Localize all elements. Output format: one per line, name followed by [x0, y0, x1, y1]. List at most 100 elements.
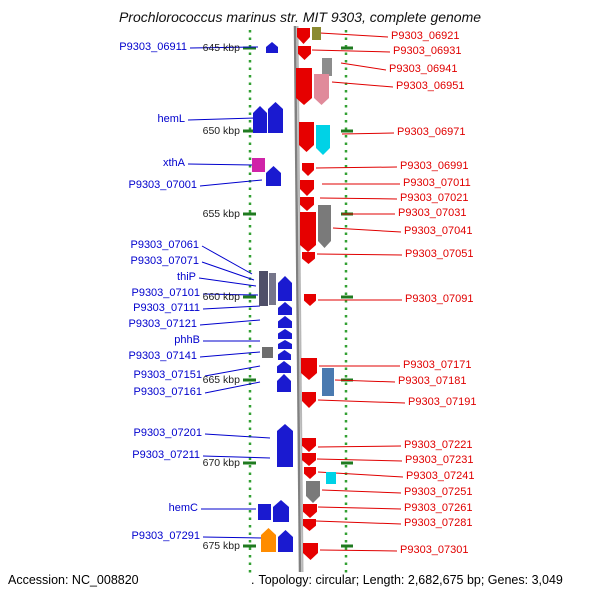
gene-label-p9303_07051[interactable]: P9303_07051 — [405, 248, 474, 260]
gene-label-p9303_07001[interactable]: P9303_07001 — [128, 179, 197, 191]
gene-label-phhb[interactable]: phhB — [174, 334, 200, 346]
gene-glyph-p9303_07251[interactable] — [306, 481, 320, 503]
gene-glyph-thip-1[interactable] — [259, 271, 268, 306]
gene-label-p9303_07091[interactable]: P9303_07091 — [405, 293, 474, 305]
gene-glyph-p9303_07021[interactable] — [300, 197, 314, 211]
label-line-left — [201, 245, 253, 275]
gene-glyph-p9303_07261[interactable] — [303, 504, 317, 518]
gene-label-p9303_06971[interactable]: P9303_06971 — [397, 126, 466, 138]
gene-glyph-p9303_07231[interactable] — [302, 453, 316, 466]
label-line-left — [204, 433, 271, 439]
gene-label-p9303_07071[interactable]: P9303_07071 — [130, 255, 199, 267]
gene-glyph-p9303_06971[interactable] — [299, 122, 314, 152]
gene-glyph-hemc-1[interactable] — [258, 504, 271, 520]
gene-glyph-unlabeled-cyan-1[interactable] — [316, 125, 330, 155]
gene-label-p9303_07121[interactable]: P9303_07121 — [128, 318, 197, 330]
gene-glyph-p9303_06921[interactable] — [297, 28, 310, 44]
gene-label-p9303_07171[interactable]: P9303_07171 — [403, 359, 472, 371]
gene-label-p9303_07201[interactable]: P9303_07201 — [133, 427, 202, 439]
gene-glyph-p9303_06951[interactable] — [314, 74, 329, 105]
gene-glyph-unlabeled-olive[interactable] — [312, 27, 321, 40]
gene-glyph-p9303_07141[interactable] — [278, 350, 291, 360]
gene-label-p9303_07151[interactable]: P9303_07151 — [133, 369, 202, 381]
gene-glyph-xtha[interactable] — [252, 158, 265, 172]
gene-glyph-unlabeled-gray-1[interactable] — [322, 58, 332, 76]
gene-glyph-p9303_06941[interactable] — [296, 68, 312, 105]
gene-glyph-p9303_07091[interactable] — [304, 294, 316, 306]
gene-glyph-p9303_06911[interactable] — [266, 42, 278, 53]
gene-label-heml[interactable]: hemL — [157, 113, 185, 125]
gene-glyph-p9303_06991[interactable] — [302, 163, 314, 176]
gene-label-p9303_07251[interactable]: P9303_07251 — [404, 486, 473, 498]
gene-label-p9303_07031[interactable]: P9303_07031 — [398, 207, 467, 219]
ruler-label: 670 kbp — [202, 457, 240, 469]
gene-glyph-unlabeled-gray-2[interactable] — [318, 205, 331, 248]
gene-label-p9303_06941[interactable]: P9303_06941 — [389, 63, 458, 75]
ruler-label: 645 kbp — [202, 42, 240, 54]
gene-glyph-p9303_07291[interactable] — [261, 528, 276, 552]
accession-text: Accession: NC_008820 — [8, 573, 139, 587]
gene-glyph-p9303_07201[interactable] — [277, 424, 293, 467]
gene-glyph-p9303_07031[interactable] — [300, 212, 316, 252]
gene-label-p9303_07241[interactable]: P9303_07241 — [406, 470, 475, 482]
label-line-left — [202, 536, 263, 539]
gene-glyph-unlabeled-cyan-2[interactable] — [326, 472, 336, 484]
gene-label-p9303_07111[interactable]: P9303_07111 — [133, 302, 200, 314]
gene-label-xtha[interactable]: xthA — [162, 157, 185, 169]
ruler-label: 665 kbp — [202, 374, 240, 386]
gene-label-p9303_06911[interactable]: P9303_06911 — [119, 41, 187, 53]
gene-glyph-heml-2[interactable] — [268, 102, 283, 133]
gene-glyph-p9303_06931[interactable] — [298, 46, 311, 60]
gene-label-thip[interactable]: thiP — [177, 271, 196, 283]
label-line-left — [189, 46, 259, 49]
gene-glyph-p9303_07001[interactable] — [266, 166, 281, 186]
gene-glyph-p9303_07191[interactable] — [302, 392, 316, 408]
gene-label-p9303_07261[interactable]: P9303_07261 — [404, 502, 473, 514]
gene-label-p9303_06951[interactable]: P9303_06951 — [396, 80, 465, 92]
gene-label-p9303_07301[interactable]: P9303_07301 — [400, 544, 469, 556]
gene-label-p9303_07231[interactable]: P9303_07231 — [405, 454, 474, 466]
gene-glyph-p9303_07051[interactable] — [302, 252, 315, 264]
gene-glyph-p9303_07161[interactable] — [277, 374, 291, 392]
gene-glyph-p9303_07281[interactable] — [303, 519, 316, 531]
genome-axis-light — [296, 25, 304, 573]
gene-glyph-p9303_07181[interactable] — [322, 368, 334, 396]
gene-glyph-p9303_07101[interactable] — [278, 276, 292, 301]
gene-label-p9303_06991[interactable]: P9303_06991 — [400, 160, 469, 172]
gene-glyph-p9303_07171[interactable] — [301, 358, 317, 380]
gene-label-p9303_07161[interactable]: P9303_07161 — [133, 386, 202, 398]
topology-text: . Topology: circular; Length: 2,682,675 b… — [251, 573, 563, 587]
gene-label-p9303_07211[interactable]: P9303_07211 — [132, 449, 200, 461]
gene-label-p9303_07141[interactable]: P9303_07141 — [128, 350, 197, 362]
gene-glyph-unlabeled-blue-2[interactable] — [278, 340, 292, 349]
gene-label-p9303_07041[interactable]: P9303_07041 — [404, 225, 473, 237]
label-line-left — [204, 381, 261, 394]
gene-glyph-p9303_07151[interactable] — [277, 361, 291, 373]
gene-label-p9303_06931[interactable]: P9303_06931 — [393, 45, 462, 57]
gene-glyph-unlabeled-blue-3[interactable] — [278, 530, 293, 552]
gene-glyph-p9303_07221[interactable] — [302, 438, 316, 452]
gene-glyph-thip-2[interactable] — [269, 273, 276, 305]
gene-label-p9303_07191[interactable]: P9303_07191 — [408, 396, 477, 408]
gene-label-p9303_07011[interactable]: P9303_07011 — [403, 177, 471, 189]
ruler-label: 655 kbp — [202, 208, 240, 220]
topology-info: Topology: circular; Length: 2,682,675 bp… — [258, 573, 563, 587]
gene-label-p9303_07061[interactable]: P9303_07061 — [130, 239, 199, 251]
gene-glyph-p9303_07121[interactable] — [278, 316, 292, 328]
gene-glyph-p9303_07301[interactable] — [303, 543, 318, 560]
gene-label-hemc[interactable]: hemC — [168, 502, 198, 514]
gene-label-p9303_06921[interactable]: P9303_06921 — [391, 30, 460, 42]
gene-label-p9303_07101[interactable]: P9303_07101 — [131, 287, 200, 299]
gene-glyph-hemc-2[interactable] — [273, 500, 289, 522]
gene-glyph-p9303_07011[interactable] — [300, 180, 314, 196]
gene-label-p9303_07291[interactable]: P9303_07291 — [131, 530, 200, 542]
gene-glyph-p9303_07241[interactable] — [304, 467, 316, 479]
gene-glyph-unlabeled-blue-1[interactable] — [278, 329, 292, 339]
gene-label-p9303_07181[interactable]: P9303_07181 — [398, 375, 467, 387]
gene-label-p9303_07281[interactable]: P9303_07281 — [404, 517, 473, 529]
gene-glyph-phhb[interactable] — [262, 347, 273, 358]
gene-label-p9303_07021[interactable]: P9303_07021 — [400, 192, 469, 204]
gene-label-p9303_07221[interactable]: P9303_07221 — [404, 439, 473, 451]
gene-glyph-heml-1[interactable] — [253, 106, 267, 133]
gene-glyph-p9303_07111[interactable] — [278, 302, 292, 315]
